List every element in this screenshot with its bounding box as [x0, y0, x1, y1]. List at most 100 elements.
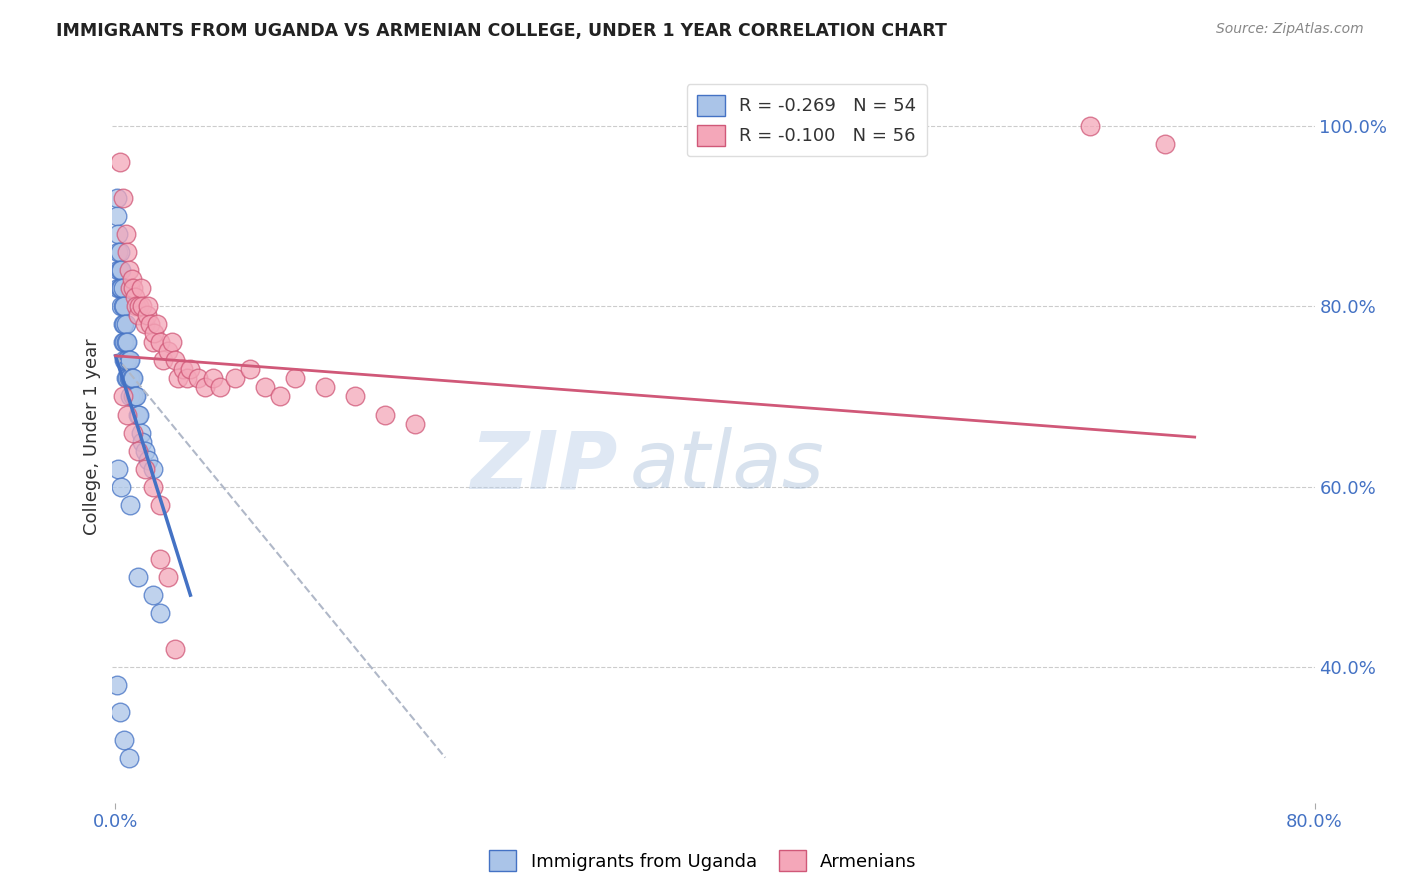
Point: [107, 244, 129, 259]
Point: [111, 389, 134, 403]
Point: [138, 452, 160, 467]
Point: [209, 380, 232, 394]
Point: [107, 281, 129, 295]
Point: [122, 425, 145, 440]
Point: [374, 408, 396, 422]
Point: [120, 281, 142, 295]
Point: [118, 353, 141, 368]
Point: [120, 389, 142, 403]
Point: [134, 461, 156, 475]
Point: [118, 750, 141, 764]
Point: [194, 380, 217, 394]
Point: [107, 227, 129, 241]
Point: [107, 461, 129, 475]
Point: [156, 344, 179, 359]
Point: [269, 389, 291, 403]
Point: [105, 191, 128, 205]
Point: [149, 552, 172, 566]
Point: [115, 317, 138, 331]
Point: [404, 417, 426, 431]
Point: [128, 408, 150, 422]
Point: [314, 380, 336, 394]
Point: [122, 281, 145, 295]
Point: [120, 371, 142, 385]
Point: [167, 371, 190, 385]
Point: [108, 281, 131, 295]
Point: [114, 732, 136, 747]
Point: [129, 425, 152, 440]
Point: [131, 434, 153, 449]
Point: [120, 498, 142, 512]
Point: [125, 389, 148, 403]
Point: [134, 317, 156, 331]
Point: [115, 353, 138, 368]
Point: [139, 317, 162, 331]
Point: [111, 335, 134, 350]
Point: [162, 335, 184, 350]
Point: [187, 371, 209, 385]
Point: [117, 408, 139, 422]
Point: [114, 299, 136, 313]
Text: atlas: atlas: [630, 427, 824, 506]
Point: [115, 335, 138, 350]
Point: [142, 461, 165, 475]
Legend: Immigrants from Uganda, Armenians: Immigrants from Uganda, Armenians: [482, 843, 924, 879]
Point: [254, 380, 277, 394]
Point: [127, 443, 149, 458]
Point: [122, 389, 145, 403]
Point: [117, 371, 139, 385]
Point: [344, 389, 367, 403]
Point: [121, 272, 143, 286]
Point: [142, 480, 165, 494]
Text: Source: ZipAtlas.com: Source: ZipAtlas.com: [1216, 22, 1364, 37]
Point: [110, 480, 132, 494]
Text: ZIP: ZIP: [470, 427, 617, 506]
Point: [111, 299, 134, 313]
Point: [111, 281, 134, 295]
Point: [115, 371, 138, 385]
Point: [284, 371, 307, 385]
Legend: R = -0.269   N = 54, R = -0.100   N = 56: R = -0.269 N = 54, R = -0.100 N = 56: [686, 84, 927, 156]
Point: [121, 371, 143, 385]
Point: [127, 408, 149, 422]
Point: [224, 371, 246, 385]
Point: [149, 606, 172, 620]
Point: [108, 244, 131, 259]
Point: [131, 299, 153, 313]
Point: [149, 335, 172, 350]
Point: [107, 263, 129, 277]
Point: [127, 308, 149, 322]
Point: [142, 588, 165, 602]
Point: [108, 263, 131, 277]
Point: [108, 706, 131, 720]
Point: [124, 389, 146, 403]
Point: [110, 299, 132, 313]
Point: [110, 281, 132, 295]
Point: [156, 570, 179, 584]
Point: [127, 570, 149, 584]
Point: [146, 317, 169, 331]
Point: [179, 362, 201, 376]
Point: [117, 244, 139, 259]
Point: [110, 263, 132, 277]
Point: [120, 353, 142, 368]
Point: [111, 191, 134, 205]
Point: [165, 642, 187, 657]
Point: [122, 371, 145, 385]
Point: [114, 317, 136, 331]
Point: [1078, 119, 1101, 133]
Point: [105, 678, 128, 692]
Point: [111, 317, 134, 331]
Point: [114, 353, 136, 368]
Point: [129, 281, 152, 295]
Point: [1153, 136, 1175, 151]
Point: [134, 443, 156, 458]
Point: [149, 841, 172, 855]
Point: [117, 353, 139, 368]
Point: [149, 498, 172, 512]
Point: [128, 299, 150, 313]
Point: [165, 353, 187, 368]
Point: [138, 299, 160, 313]
Point: [152, 353, 174, 368]
Point: [115, 227, 138, 241]
